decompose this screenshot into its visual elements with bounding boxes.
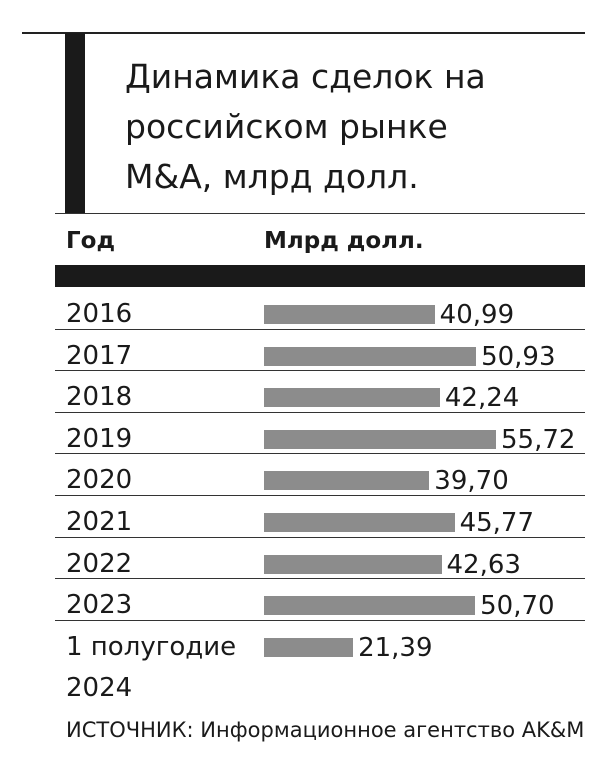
row-separator [55,328,585,330]
category-label: 2023 [66,590,133,621]
top-rule [22,32,585,34]
value-label: 45,77 [459,508,535,538]
bar [264,305,435,324]
category-label: 1 полугодие 2024 [66,631,237,703]
header-band [55,265,585,287]
value-label: 39,70 [434,466,509,497]
category-label: 2017 [66,340,133,371]
row-separator [55,370,585,372]
value-label: 42,63 [446,549,521,580]
bar [264,513,455,532]
rule [55,213,585,214]
value-label: 40,99 [439,300,515,330]
row-separator [55,536,585,538]
value-header: Млрд долл. [264,228,424,254]
value-label: 21,39 [358,632,433,663]
category-label: 2022 [66,548,133,579]
category-header: Год [66,228,116,254]
value-label: 42,24 [444,383,520,414]
row-separator [55,619,585,621]
bar [264,554,442,574]
category-label: 2021 [66,507,133,537]
bar [264,346,477,366]
bar [264,388,440,408]
bar [264,637,354,657]
accent-bar [65,33,85,213]
value-label: 55,72 [501,424,576,455]
value-label: 50,93 [481,341,556,372]
chart-title: Динамика сделок на российском рынке M&A,… [125,57,486,196]
value-label: 50,70 [480,591,555,622]
bar [264,429,497,449]
row-separator [55,495,585,496]
category-label: 2020 [66,465,133,496]
row-separator [55,578,585,580]
row-separator [55,453,585,455]
category-label: 2019 [66,423,133,454]
bar [264,596,476,616]
bar [264,471,430,491]
category-label: 2016 [66,299,133,329]
row-separator [55,411,585,413]
source: ИСТОЧНИК: Информационное агентство AK&M [66,718,585,742]
category-label: 2018 [66,382,133,413]
